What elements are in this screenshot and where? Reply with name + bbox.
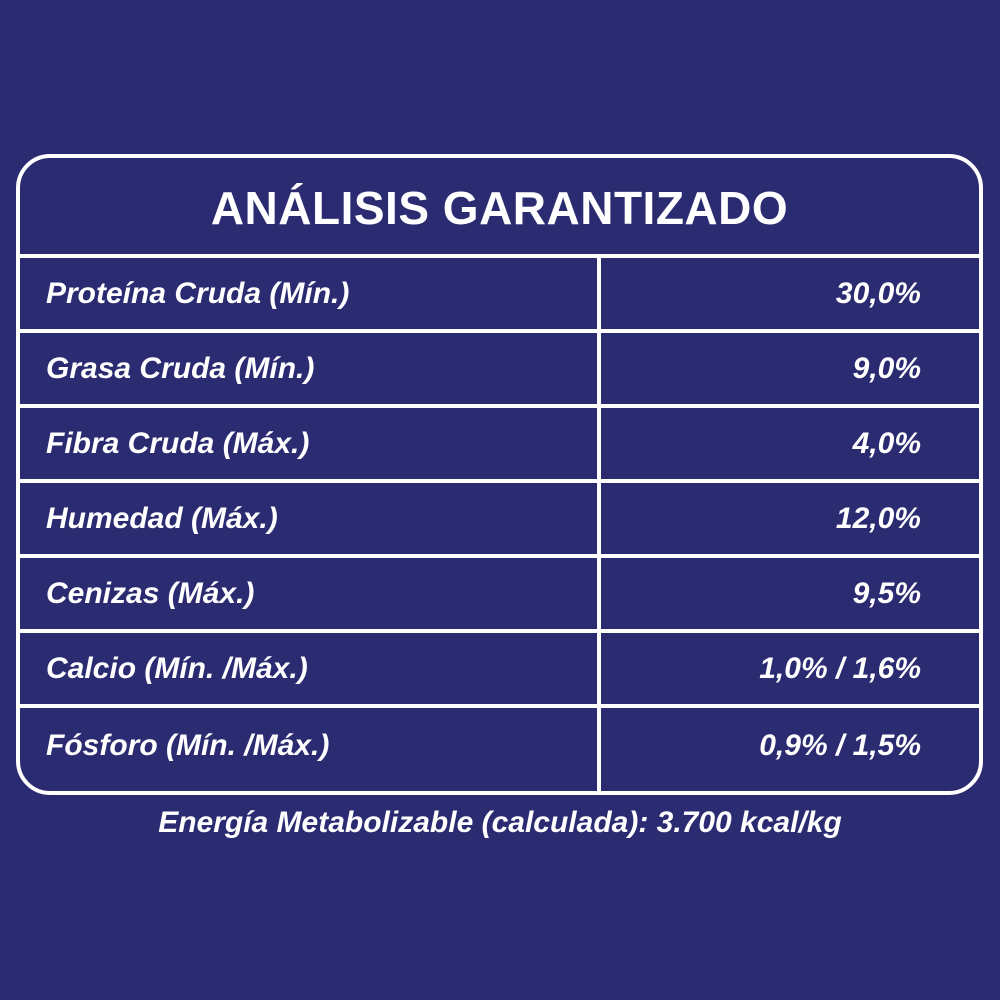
table-row: Fibra Cruda (Máx.) 4,0% xyxy=(20,408,979,483)
row-value: 0,9% / 1,5% xyxy=(759,728,921,762)
table-row: Grasa Cruda (Mín.) 9,0% xyxy=(20,333,979,408)
row-label: Grasa Cruda (Mín.) xyxy=(46,351,315,385)
table-body: Proteína Cruda (Mín.) 30,0% Grasa Cruda … xyxy=(20,258,979,791)
table-row: Calcio (Mín. /Máx.) 1,0% / 1,6% xyxy=(20,633,979,708)
column-divider xyxy=(597,258,601,791)
row-label: Calcio (Mín. /Máx.) xyxy=(46,651,308,685)
row-value: 9,5% xyxy=(852,576,921,610)
table-row: Fósforo (Mín. /Máx.) 0,9% / 1,5% xyxy=(20,708,979,783)
table-row: Proteína Cruda (Mín.) 30,0% xyxy=(20,258,979,333)
row-value: 9,0% xyxy=(852,351,921,385)
table-row: Humedad (Máx.) 12,0% xyxy=(20,483,979,558)
energy-footnote: Energía Metabolizable (calculada): 3.700… xyxy=(158,806,842,839)
row-value: 4,0% xyxy=(852,426,921,460)
row-value: 1,0% / 1,6% xyxy=(759,651,921,685)
analysis-table: ANÁLISIS GARANTIZADO Proteína Cruda (Mín… xyxy=(16,154,983,795)
table-row: Cenizas (Máx.) 9,5% xyxy=(20,558,979,633)
table-header: ANÁLISIS GARANTIZADO xyxy=(20,158,979,258)
row-label: Cenizas (Máx.) xyxy=(46,576,255,610)
row-label: Fibra Cruda (Máx.) xyxy=(46,426,310,460)
table-title: ANÁLISIS GARANTIZADO xyxy=(210,182,789,234)
row-value: 12,0% xyxy=(835,501,921,535)
row-label: Fósforo (Mín. /Máx.) xyxy=(46,728,330,762)
row-label: Proteína Cruda (Mín.) xyxy=(46,276,350,310)
row-label: Humedad (Máx.) xyxy=(46,501,278,535)
row-value: 30,0% xyxy=(835,276,921,310)
